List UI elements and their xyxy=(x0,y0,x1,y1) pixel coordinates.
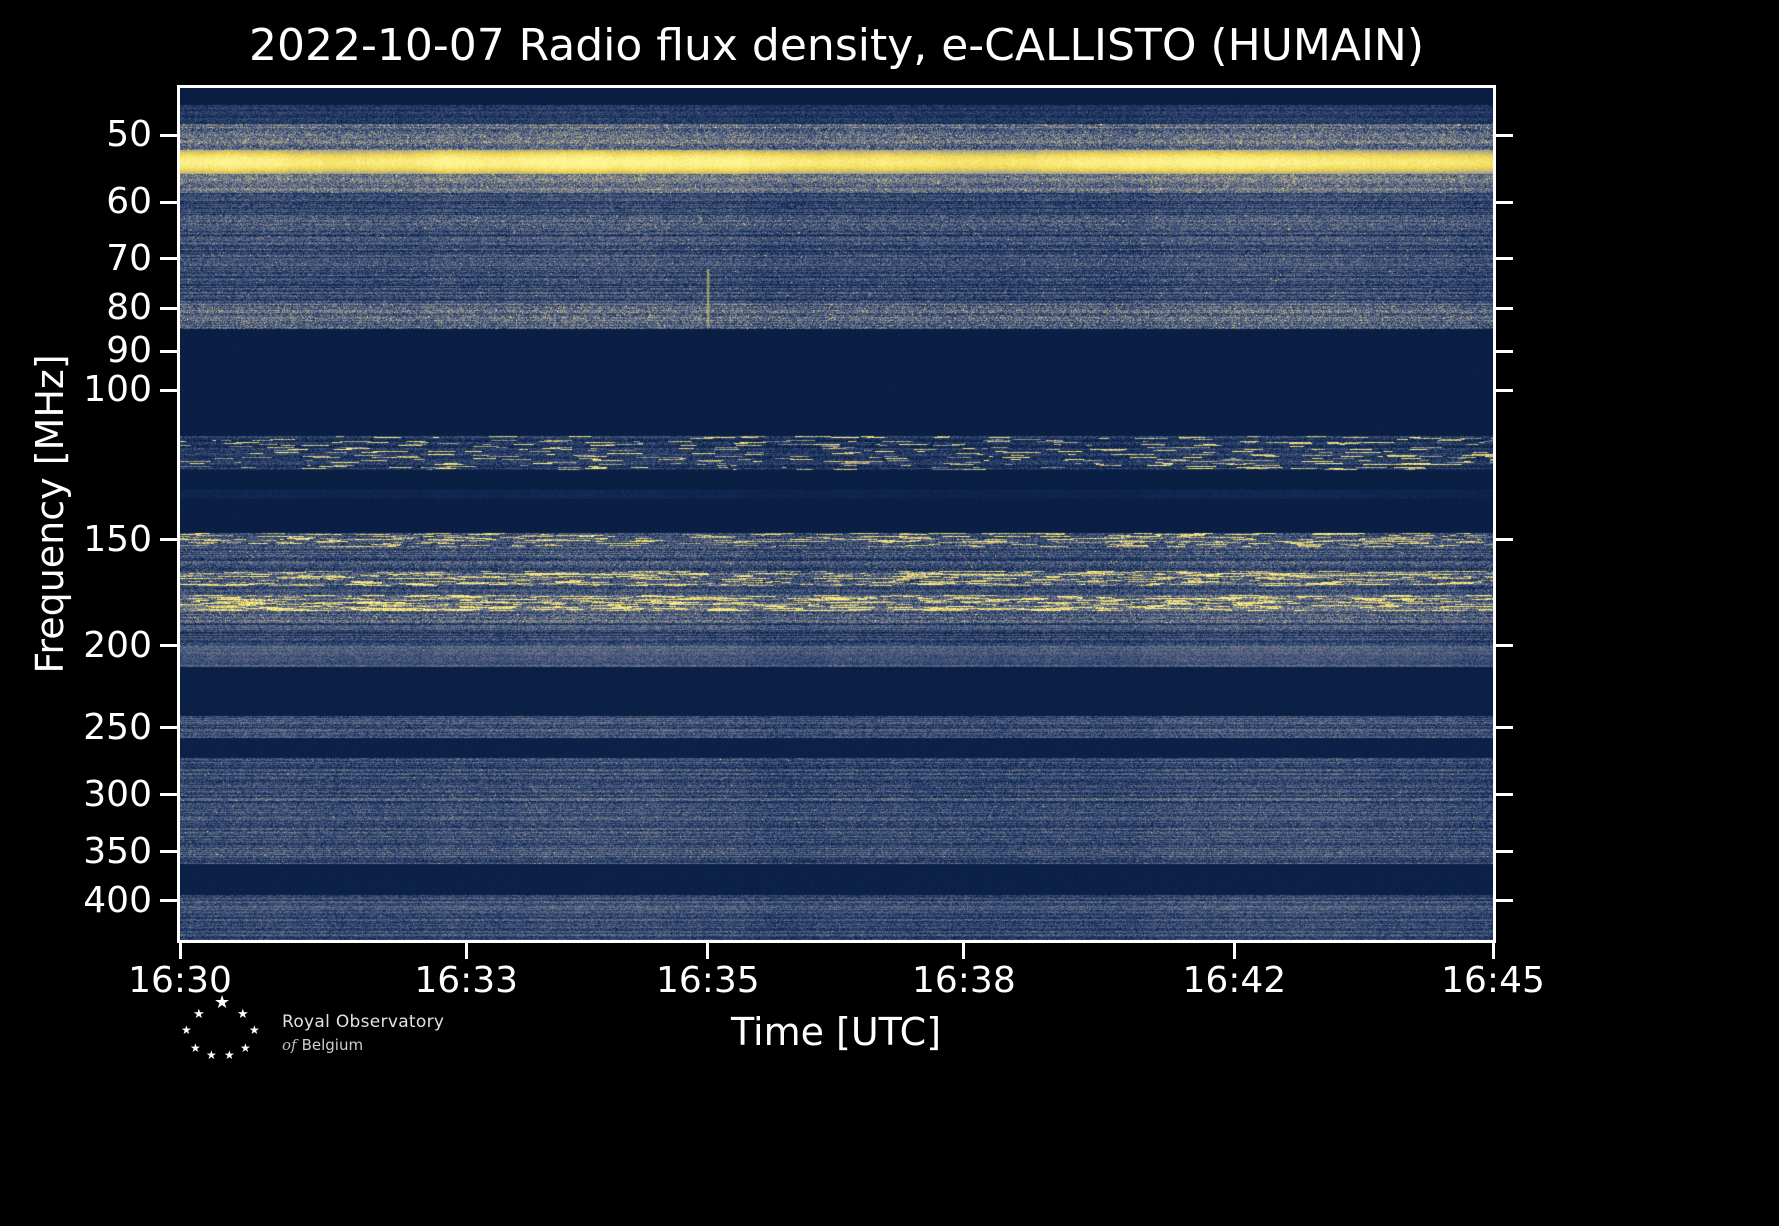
logo-text-line2: of Belgium xyxy=(282,1036,363,1054)
y-tick-label: 80 xyxy=(106,287,152,329)
y-tick-label: 400 xyxy=(83,879,152,921)
logo-text-line1: Royal Observatory xyxy=(282,1012,445,1032)
x-tick-label: 16:33 xyxy=(414,960,519,1001)
y-tick-label: 90 xyxy=(106,330,152,372)
y-tick-mark-right xyxy=(1496,306,1513,310)
spectrogram-heatmap xyxy=(180,88,1493,940)
plot-frame xyxy=(177,85,1496,943)
y-tick-mark-right xyxy=(1496,793,1513,797)
x-tick-mark xyxy=(706,943,710,959)
x-tick-label: 16:38 xyxy=(911,960,1016,1001)
x-tick-label: 16:30 xyxy=(128,960,232,1001)
y-tick-mark-left xyxy=(160,644,177,648)
y-tick-mark-left xyxy=(160,850,177,854)
star-icon: ★ xyxy=(214,992,231,1013)
logo-word-of: of xyxy=(282,1036,297,1054)
y-tick-mark-left xyxy=(160,200,177,204)
star-icon: ★ xyxy=(224,1048,235,1062)
chart-title: 2022-10-07 Radio flux density, e-CALLIST… xyxy=(248,20,1425,71)
y-tick-label: 300 xyxy=(83,773,152,815)
x-tick-mark xyxy=(1491,943,1495,959)
y-tick-label: 250 xyxy=(83,706,152,748)
star-icon: ★ xyxy=(237,1007,249,1022)
x-tick-mark xyxy=(178,943,182,959)
y-tick-mark-left xyxy=(160,306,177,310)
y-tick-mark-right xyxy=(1496,388,1513,392)
star-icon: ★ xyxy=(206,1048,217,1062)
x-tick-label: 16:35 xyxy=(655,960,760,1001)
star-icon: ★ xyxy=(190,1041,201,1055)
y-tick-mark-right xyxy=(1496,538,1513,542)
x-tick-label: 16:45 xyxy=(1441,960,1545,1001)
y-tick-label: 60 xyxy=(106,181,152,223)
y-tick-mark-right xyxy=(1496,899,1513,903)
x-tick-mark xyxy=(464,943,468,959)
x-tick-mark xyxy=(962,943,966,959)
star-icon: ★ xyxy=(249,1023,260,1037)
y-tick-mark-left xyxy=(160,257,177,261)
y-tick-mark-left xyxy=(160,349,177,353)
y-tick-mark-left xyxy=(160,899,177,903)
x-tick-mark xyxy=(1232,943,1236,959)
y-tick-mark-right xyxy=(1496,200,1513,204)
star-icon: ★ xyxy=(181,1023,192,1037)
y-tick-mark-left xyxy=(160,133,177,137)
x-axis-title: Time [UTC] xyxy=(730,1010,942,1054)
y-tick-mark-right xyxy=(1496,850,1513,854)
y-tick-label: 150 xyxy=(83,518,152,560)
y-tick-mark-right xyxy=(1496,133,1513,137)
y-tick-label: 350 xyxy=(83,830,152,872)
y-tick-mark-left xyxy=(160,726,177,730)
y-tick-mark-left xyxy=(160,793,177,797)
logo-word-belgium: Belgium xyxy=(301,1036,364,1054)
y-tick-mark-right xyxy=(1496,726,1513,730)
rob-logo: ★ ★ ★ ★ ★ ★ ★ ★ ★ Royal Observatory of Be… xyxy=(175,990,475,1070)
star-icon: ★ xyxy=(240,1041,251,1055)
y-tick-label: 200 xyxy=(83,624,152,666)
y-tick-label: 50 xyxy=(106,114,152,156)
y-tick-mark-left xyxy=(160,538,177,542)
y-tick-mark-right xyxy=(1496,257,1513,261)
y-tick-mark-right xyxy=(1496,349,1513,353)
y-tick-mark-right xyxy=(1496,644,1513,648)
y-tick-label: 70 xyxy=(106,237,152,279)
y-tick-mark-left xyxy=(160,388,177,392)
y-tick-label: 100 xyxy=(83,369,152,411)
x-tick-label: 16:42 xyxy=(1182,960,1287,1001)
star-icon: ★ xyxy=(193,1007,205,1022)
